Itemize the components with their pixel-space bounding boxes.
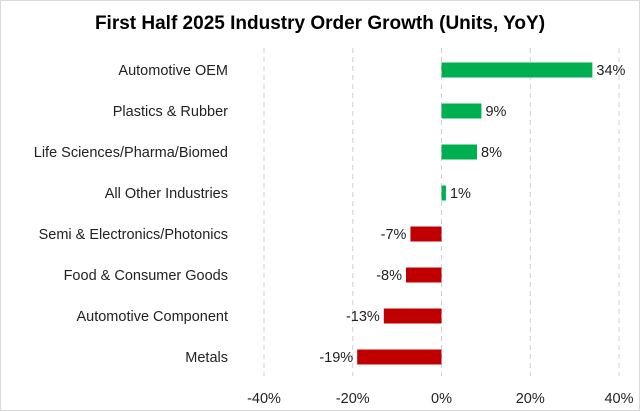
x-tick-label: -20%	[336, 391, 370, 407]
data-label: -8%	[376, 268, 402, 284]
data-label: 34%	[596, 63, 625, 79]
bar	[441, 62, 593, 78]
category-label: Automotive OEM	[118, 63, 228, 79]
data-label: -7%	[381, 227, 407, 243]
data-label: -19%	[319, 350, 353, 366]
category-label: Life Sciences/Pharma/Biomed	[34, 145, 228, 161]
data-label: 8%	[481, 145, 502, 161]
bar	[441, 185, 446, 201]
bar	[441, 144, 477, 160]
chart-title: First Half 2025 Industry Order Growth (U…	[94, 13, 546, 34]
data-label: 9%	[485, 104, 506, 120]
data-label: -13%	[346, 309, 380, 325]
data-label: 1%	[450, 186, 471, 202]
category-label: Semi & Electronics/Photonics	[39, 227, 228, 243]
x-tick-label: 0%	[431, 391, 452, 407]
bar	[357, 349, 442, 365]
category-label: Plastics & Rubber	[113, 104, 228, 120]
category-label: Metals	[185, 350, 228, 366]
x-tick-label: -40%	[247, 391, 281, 407]
bar	[383, 308, 442, 324]
x-tick-label: 40%	[604, 391, 633, 407]
bar	[441, 103, 482, 119]
bar	[406, 267, 442, 283]
category-label: All Other Industries	[105, 186, 228, 202]
x-tick-label: 20%	[516, 391, 545, 407]
bar	[410, 226, 442, 242]
category-label: Automotive Component	[76, 309, 228, 325]
category-label: Food & Consumer Goods	[64, 268, 228, 284]
